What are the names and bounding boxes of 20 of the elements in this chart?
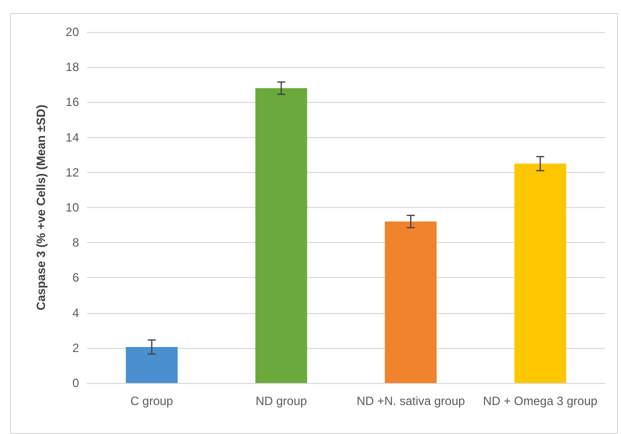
y-tick-label: 0 bbox=[72, 376, 80, 390]
y-tick-label: 14 bbox=[66, 130, 80, 144]
y-tick-label: 6 bbox=[72, 270, 80, 285]
bar bbox=[384, 222, 437, 383]
x-tick-label: C group bbox=[130, 394, 174, 408]
y-tick-label: 8 bbox=[72, 236, 80, 250]
bar bbox=[514, 164, 566, 383]
y-tick-label: 4 bbox=[72, 306, 80, 320]
y-tick-label: 20 bbox=[66, 25, 80, 39]
y-tick-label: 12 bbox=[66, 165, 80, 180]
y-tick-label: 2 bbox=[72, 340, 80, 355]
bar bbox=[255, 88, 308, 383]
y-tick-label: 18 bbox=[66, 60, 80, 74]
x-tick-label: ND +N. sativa group bbox=[356, 394, 466, 408]
y-tick-label: 10 bbox=[66, 200, 80, 214]
y-axis-title: Caspase 3 (% +ve Cells) (Mean ±SD) bbox=[34, 104, 48, 310]
x-tick-label: ND group bbox=[256, 394, 308, 408]
bar bbox=[126, 347, 178, 383]
y-tick-label: 16 bbox=[66, 95, 80, 110]
x-tick-label: ND + Omega 3 group bbox=[483, 394, 598, 408]
